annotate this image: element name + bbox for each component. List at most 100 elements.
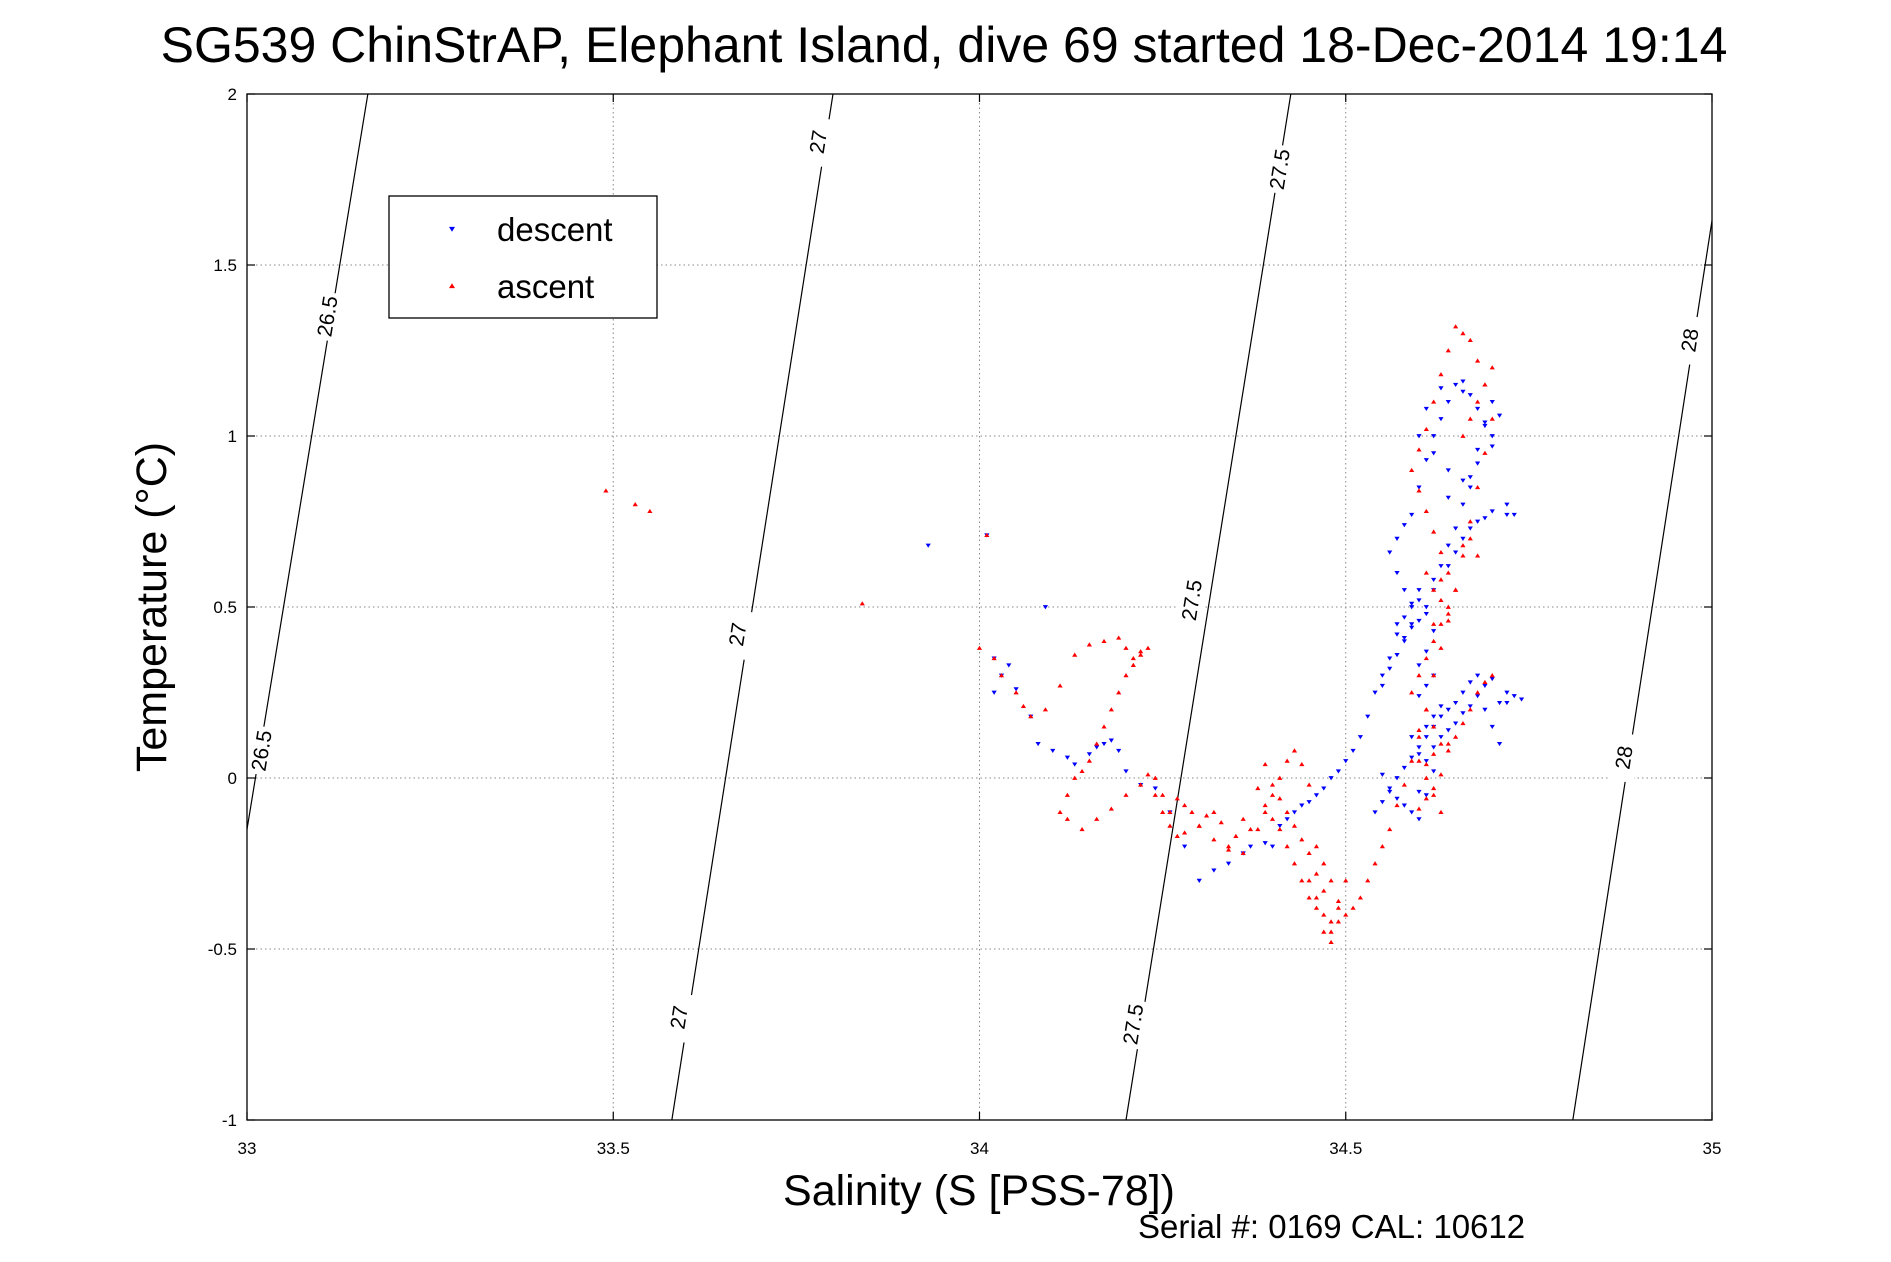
ascent-point: [1343, 878, 1349, 883]
ascent-point: [1475, 553, 1481, 558]
contour-label-gap: [244, 724, 279, 777]
ascent-point: [1028, 714, 1034, 719]
descent-point: [1416, 694, 1422, 699]
ascent-point: [1284, 758, 1290, 763]
descent-point: [1431, 769, 1437, 774]
ascent-point: [1423, 655, 1429, 661]
contour-label-gap: [1263, 143, 1297, 195]
contour-label: 27: [725, 621, 751, 648]
ascent-point: [1482, 679, 1488, 685]
descent-point: [1511, 512, 1517, 517]
ascent-point: [1086, 758, 1092, 763]
ascent-point: [1423, 570, 1429, 575]
ascent-point: [1020, 703, 1027, 708]
descent-point: [1504, 502, 1510, 507]
ascent-point: [1255, 785, 1261, 791]
ascent-point: [1284, 809, 1290, 815]
descent-point: [1423, 759, 1429, 764]
descent-point: [1409, 622, 1415, 627]
contour-label: 28: [1677, 327, 1703, 354]
contour-label-gap: [721, 608, 755, 661]
ascent-point: [1152, 775, 1158, 780]
descent-point: [1460, 502, 1466, 507]
ascent-point: [1072, 775, 1078, 780]
ascent-point: [1445, 611, 1451, 616]
ascent-point: [1211, 809, 1217, 815]
contour-label-gap: [801, 116, 835, 168]
ascent-point: [1313, 895, 1320, 900]
descent-point: [1423, 724, 1429, 730]
descent-point: [1401, 615, 1407, 620]
descent-point: [1394, 622, 1400, 627]
ascent-point: [1306, 782, 1312, 787]
y-axis-title: Temperature (°C): [128, 442, 176, 772]
ascent-point: [1438, 597, 1444, 602]
descent-point: [991, 690, 997, 695]
descent-point: [1423, 605, 1429, 610]
descent-point: [1394, 536, 1400, 541]
ascent-point: [1284, 844, 1290, 849]
ascent-point: [1321, 888, 1327, 893]
descent-point: [1365, 714, 1371, 719]
descent-point: [1313, 793, 1320, 798]
ascent-point: [1225, 844, 1232, 849]
descent-point: [1460, 711, 1466, 716]
descent-point: [1394, 776, 1400, 781]
ascent-point: [1475, 399, 1481, 404]
descent-point: [1072, 762, 1078, 767]
descent-point: [1445, 399, 1451, 405]
descent-point: [1042, 605, 1049, 610]
descent-point: [1409, 735, 1415, 740]
descent-point: [1467, 475, 1473, 480]
descent-point: [1460, 389, 1466, 394]
ascent-point: [1123, 645, 1129, 650]
ascent-point: [1116, 690, 1122, 695]
descent-point: [1482, 420, 1488, 425]
ascent-point: [1431, 587, 1437, 592]
descent-point: [1489, 724, 1495, 730]
descent-point: [1262, 841, 1268, 846]
descent-point: [1460, 536, 1466, 541]
descent-point: [1445, 468, 1451, 473]
descent-point: [1445, 564, 1451, 569]
ascent-point: [1445, 570, 1451, 575]
ascent-point: [1167, 823, 1173, 828]
descent-point: [1445, 495, 1451, 500]
contour-label: 28: [1611, 744, 1637, 771]
ascent-point: [1460, 433, 1466, 438]
descent-point: [1475, 694, 1481, 699]
ascent-point: [1453, 324, 1459, 329]
ascent-point: [1269, 816, 1276, 821]
descent-point: [1269, 844, 1276, 849]
ascent-point: [1321, 861, 1327, 866]
descent-point: [1116, 748, 1122, 753]
ascent-point: [1401, 782, 1407, 787]
ascent-point: [1328, 939, 1334, 944]
ascent-point: [1196, 823, 1202, 828]
ascent-point: [1357, 895, 1363, 900]
descent-point: [1453, 382, 1459, 388]
descent-point: [1475, 447, 1481, 453]
descent-point: [1086, 752, 1092, 757]
ascent-point: [1306, 895, 1312, 900]
descent-point: [1409, 601, 1415, 606]
ascent-point: [1372, 861, 1378, 866]
descent-point: [1438, 386, 1444, 391]
y-tick-label: 0.5: [213, 598, 237, 617]
descent-point: [1416, 598, 1422, 603]
descent-point: [1445, 707, 1451, 712]
descent-point: [1409, 625, 1415, 630]
density-contour-line: [1572, 220, 1713, 1121]
ascent-point: [1277, 796, 1283, 801]
descent-point: [1489, 399, 1495, 405]
descent-point: [1394, 632, 1400, 637]
descent-point: [1306, 800, 1312, 805]
descent-point: [1401, 765, 1407, 771]
descent-point: [1475, 673, 1481, 678]
descent-point: [1467, 485, 1473, 490]
ascent-point: [1416, 806, 1422, 811]
ascent-point: [1277, 826, 1283, 832]
ascent-point: [1160, 792, 1166, 797]
ascent-point: [1379, 844, 1385, 849]
descent-point: [1467, 680, 1473, 685]
